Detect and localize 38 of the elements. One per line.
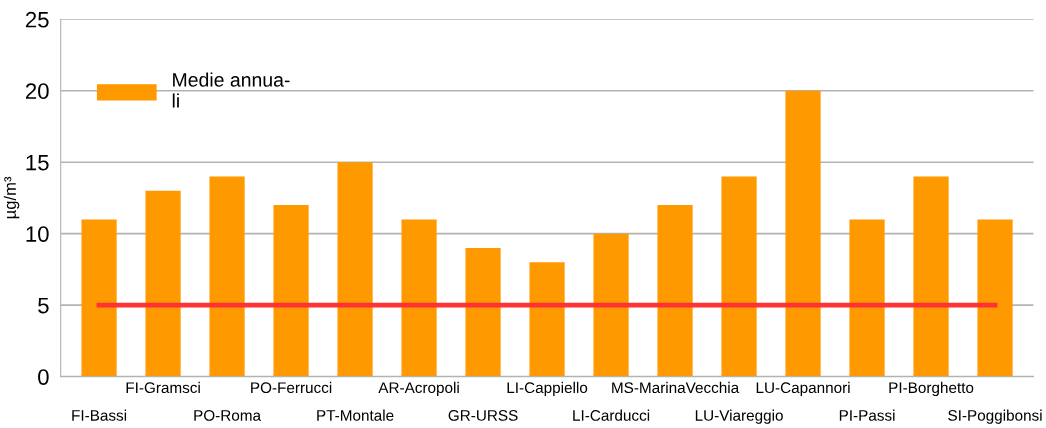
bar <box>465 247 501 377</box>
x-tick-label: PO-Ferrucci <box>251 381 332 394</box>
legend-label: Medie annua- li <box>172 72 290 108</box>
x-tick-label: LU-Capannori <box>756 381 850 397</box>
y-tick-label: 0 <box>38 369 49 385</box>
x-tick-label: GR-URSS <box>448 410 518 421</box>
bar <box>977 219 1013 377</box>
bar <box>337 162 373 377</box>
x-tick-label: PI-Borghetto <box>889 381 974 397</box>
x-tick-label: LI-Cappiello <box>507 381 588 397</box>
bar <box>529 262 565 377</box>
bar <box>273 205 309 377</box>
x-tick-label: LU-Viareggio <box>695 409 783 424</box>
bar <box>401 219 437 377</box>
bar <box>657 205 693 377</box>
x-tick-label: LI-Carducci <box>573 409 650 421</box>
y-tick-label: 5 <box>38 297 49 314</box>
x-tick-label: PT-Montale <box>317 409 394 421</box>
y-tick-label: 10 <box>26 226 49 242</box>
bar <box>593 233 629 377</box>
bar <box>145 190 181 377</box>
y-tick-label: 20 <box>25 83 49 100</box>
y-tick-label: 15 <box>26 154 49 171</box>
x-tick-label: FI-Gramsci <box>126 381 200 394</box>
x-tick-label: AR-Acropoli <box>378 381 459 397</box>
y-tick-label: 25 <box>25 11 49 28</box>
x-tick-label: PO-Roma <box>194 410 262 421</box>
bar <box>81 219 117 377</box>
bar <box>209 176 245 377</box>
y-axis-title: µg/m³ <box>3 176 20 219</box>
x-tick-label: SI-Poggibonsi <box>948 409 1042 424</box>
bar <box>721 176 757 377</box>
x-tick-label: PI-Passi <box>839 409 895 421</box>
bar <box>849 219 885 377</box>
x-tick-label: FI-Bassi <box>72 409 127 421</box>
bar <box>785 90 821 377</box>
bar <box>913 176 949 377</box>
x-tick-label: MS-MarinaVecchia <box>612 381 740 394</box>
